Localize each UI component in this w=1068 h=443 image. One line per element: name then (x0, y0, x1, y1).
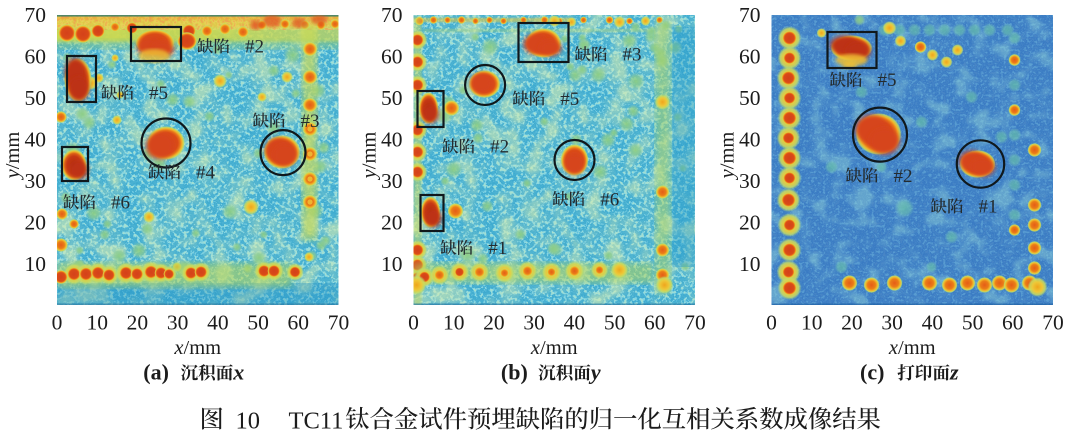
svg-text:x: x (232, 359, 244, 384)
svg-text:40: 40 (207, 311, 229, 335)
svg-text:10: 10 (381, 252, 403, 276)
svg-text:0: 0 (766, 311, 777, 335)
svg-text:40: 40 (564, 311, 586, 335)
svg-text:#6: #6 (600, 189, 619, 210)
svg-text:(c): (c) (860, 359, 884, 384)
svg-text:#4: #4 (196, 163, 216, 184)
svg-text:70: 70 (381, 3, 403, 27)
svg-text:60: 60 (739, 45, 761, 69)
svg-text:#1: #1 (488, 238, 507, 259)
svg-text:#5: #5 (560, 89, 579, 110)
svg-text:60: 60 (381, 45, 403, 69)
svg-text:#1: #1 (979, 197, 998, 218)
svg-text:50: 50 (962, 311, 984, 335)
svg-text:#2: #2 (894, 166, 913, 187)
svg-text:(b): (b) (501, 359, 528, 384)
svg-text:20: 20 (739, 210, 761, 234)
svg-text:30: 30 (167, 311, 189, 335)
svg-text:10: 10 (236, 408, 261, 435)
svg-text:#5: #5 (878, 70, 897, 91)
svg-text:10: 10 (86, 311, 108, 335)
svg-text:10: 10 (25, 252, 47, 276)
svg-text:30: 30 (881, 311, 903, 335)
svg-text:70: 70 (739, 3, 761, 27)
svg-text:50: 50 (25, 86, 47, 110)
svg-text:y/mm: y/mm (359, 132, 381, 181)
svg-text:x/mm: x/mm (173, 337, 221, 359)
svg-text:20: 20 (483, 311, 505, 335)
svg-text:20: 20 (381, 210, 403, 234)
svg-text:x/mm: x/mm (888, 337, 936, 359)
svg-text:y/mm: y/mm (2, 132, 24, 181)
svg-text:0: 0 (52, 311, 63, 335)
svg-text:y/mm: y/mm (717, 132, 739, 181)
svg-text:40: 40 (739, 128, 761, 152)
svg-text:20: 20 (127, 311, 149, 335)
svg-text:60: 60 (1002, 311, 1024, 335)
svg-text:x/mm: x/mm (530, 337, 578, 359)
svg-text:#2: #2 (490, 137, 509, 158)
svg-text:(a): (a) (143, 359, 169, 384)
svg-text:50: 50 (381, 86, 403, 110)
svg-text:z: z (949, 359, 959, 384)
svg-text:10: 10 (739, 252, 761, 276)
svg-text:70: 70 (328, 311, 350, 335)
svg-text:30: 30 (523, 311, 545, 335)
svg-text:0: 0 (408, 311, 419, 335)
svg-text:20: 20 (25, 210, 47, 234)
svg-text:10: 10 (443, 311, 465, 335)
svg-text:60: 60 (25, 45, 47, 69)
svg-text:50: 50 (604, 311, 626, 335)
svg-text:70: 70 (684, 311, 706, 335)
svg-text:60: 60 (644, 311, 666, 335)
svg-text:#5: #5 (149, 83, 168, 104)
svg-text:30: 30 (381, 169, 403, 193)
svg-text:20: 20 (841, 311, 863, 335)
svg-text:50: 50 (247, 311, 269, 335)
svg-text:#2: #2 (245, 37, 264, 58)
svg-text:30: 30 (739, 169, 761, 193)
svg-text:70: 70 (1042, 311, 1064, 335)
svg-text:50: 50 (739, 86, 761, 110)
svg-text:10: 10 (801, 311, 823, 335)
svg-text:30: 30 (25, 169, 47, 193)
svg-text:40: 40 (381, 128, 403, 152)
svg-text:y: y (588, 359, 601, 384)
svg-text:40: 40 (922, 311, 944, 335)
svg-text:40: 40 (25, 128, 47, 152)
svg-text:#3: #3 (623, 45, 642, 66)
svg-text:TC11: TC11 (289, 408, 344, 435)
svg-text:#3: #3 (301, 111, 320, 132)
svg-text:60: 60 (288, 311, 310, 335)
svg-text:70: 70 (25, 3, 47, 27)
svg-text:#6: #6 (111, 193, 130, 214)
